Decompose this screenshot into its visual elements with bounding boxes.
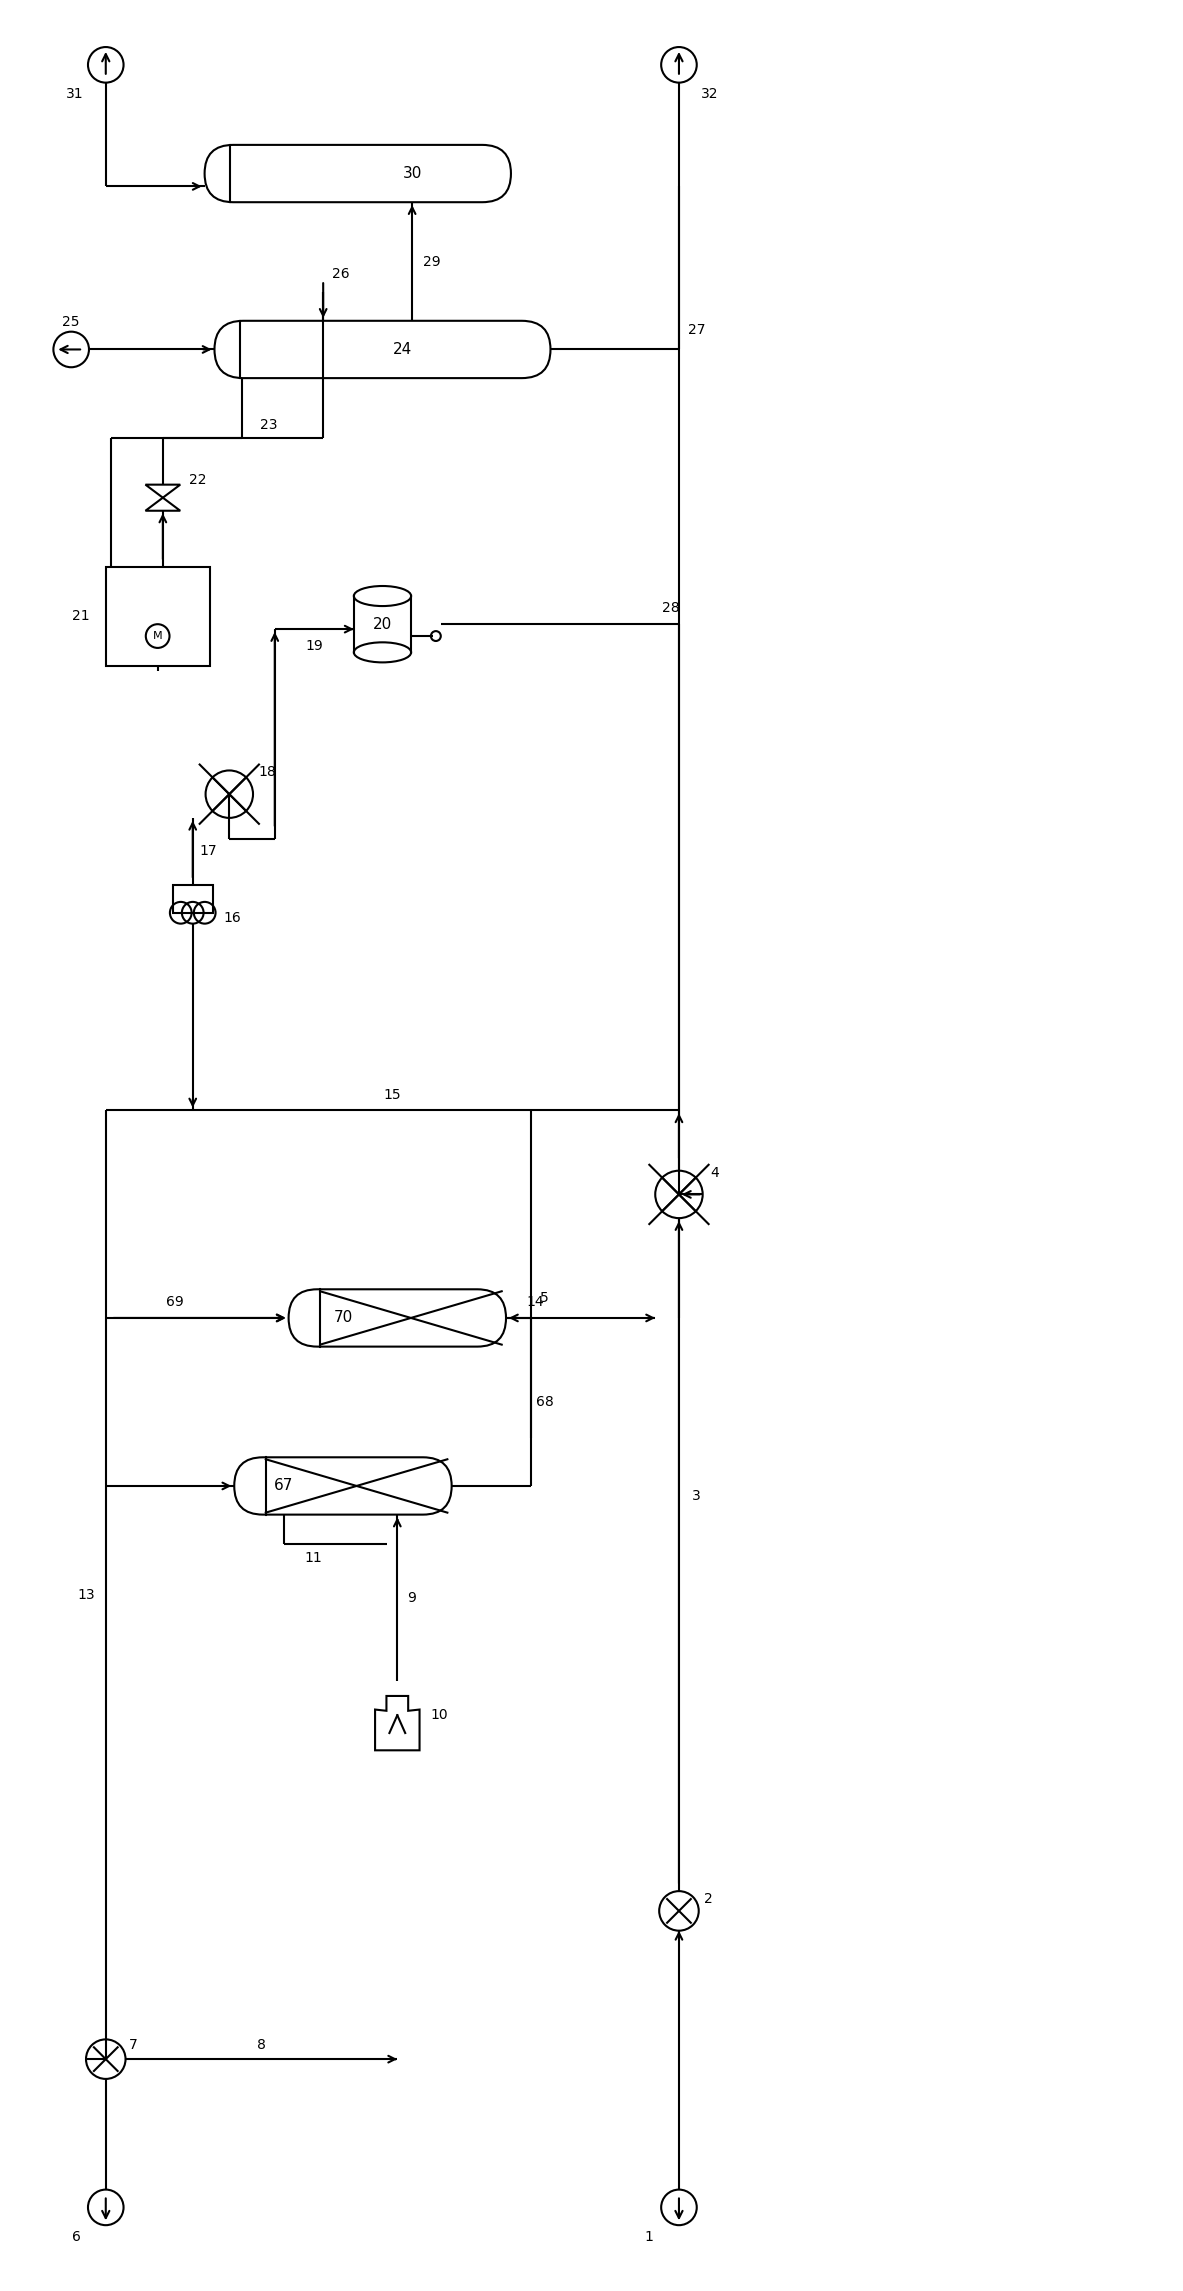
Text: 69: 69 <box>166 1294 183 1308</box>
Text: 67: 67 <box>274 1478 293 1494</box>
Text: 3: 3 <box>692 1489 702 1503</box>
Text: 19: 19 <box>305 639 323 653</box>
Text: 6: 6 <box>72 2229 80 2243</box>
Text: 18: 18 <box>258 765 276 779</box>
Text: 28: 28 <box>661 600 679 616</box>
Text: 14: 14 <box>526 1294 544 1308</box>
Text: 7: 7 <box>129 2039 137 2053</box>
Text: 32: 32 <box>700 87 718 101</box>
Text: 17: 17 <box>200 845 218 859</box>
Text: 21: 21 <box>72 609 90 623</box>
Text: 20: 20 <box>373 616 392 632</box>
Text: 5: 5 <box>541 1292 549 1306</box>
Text: 1: 1 <box>645 2229 654 2243</box>
Text: 4: 4 <box>710 1166 719 1180</box>
Text: 10: 10 <box>429 1709 447 1723</box>
Text: 16: 16 <box>224 912 241 926</box>
Text: 23: 23 <box>260 417 278 431</box>
Text: 26: 26 <box>332 268 350 282</box>
Text: 15: 15 <box>383 1088 401 1102</box>
Text: 29: 29 <box>424 254 441 268</box>
Text: M: M <box>153 630 162 641</box>
Text: 9: 9 <box>407 1590 415 1604</box>
Text: 22: 22 <box>188 472 206 488</box>
Text: 24: 24 <box>393 341 412 357</box>
Text: 27: 27 <box>689 323 705 337</box>
Text: 2: 2 <box>704 1892 713 1906</box>
Text: 30: 30 <box>402 165 422 181</box>
Text: 13: 13 <box>77 1588 95 1601</box>
Text: 11: 11 <box>304 1551 322 1565</box>
Text: 25: 25 <box>63 314 80 330</box>
Text: 70: 70 <box>334 1310 353 1326</box>
Text: 68: 68 <box>536 1395 554 1409</box>
Text: 31: 31 <box>66 87 84 101</box>
Text: 8: 8 <box>257 2039 266 2053</box>
